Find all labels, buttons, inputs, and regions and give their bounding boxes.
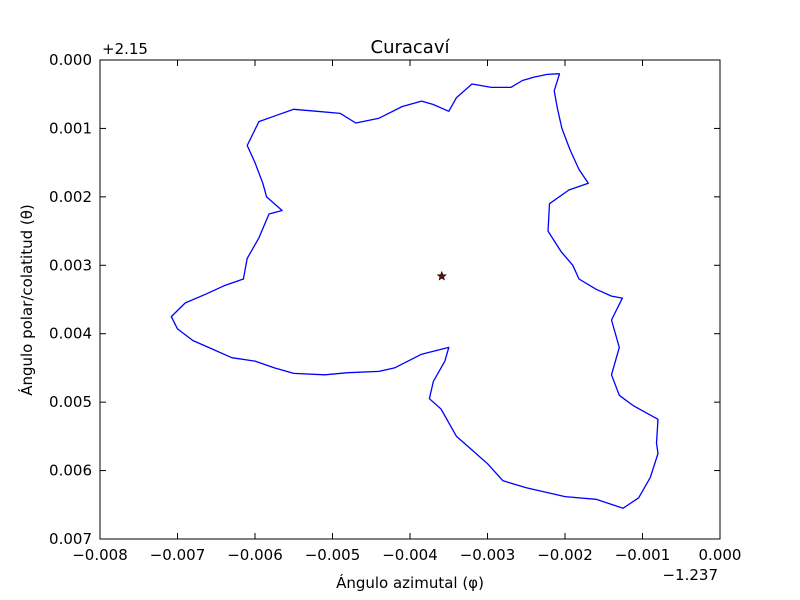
x-tick-label: −0.006 [227, 546, 283, 564]
y-tick-label: 0.001 [49, 119, 92, 137]
x-tick-label: −0.005 [305, 546, 361, 564]
centroid-star-marker [436, 270, 447, 281]
y-offset-label: +2.15 [102, 40, 148, 58]
y-axis-label: Ángulo polar/colatitud (θ) [17, 204, 36, 396]
x-tick-label: −0.008 [72, 546, 128, 564]
y-tick-label: 0.004 [49, 325, 92, 343]
x-tick-label: −0.004 [382, 546, 438, 564]
y-tick-label: 0.005 [49, 393, 92, 411]
plot-data [170, 73, 659, 509]
y-tick-label: 0.002 [49, 188, 92, 206]
x-tick-label: 0.000 [699, 546, 742, 564]
x-tick-label: −0.002 [537, 546, 593, 564]
plot-area [100, 60, 720, 539]
boundary-line [170, 73, 659, 509]
y-tick-label: 0.007 [49, 530, 92, 548]
x-tick-label: −0.007 [150, 546, 206, 564]
y-tick-label: 0.000 [49, 51, 92, 69]
x-axis-label: Ángulo azimutal (φ) [336, 573, 484, 592]
x-offset-label: −1.237 [662, 566, 718, 584]
plot-frame [99, 59, 721, 540]
x-tick-label: −0.001 [615, 546, 671, 564]
chart-title: Curacaví [371, 37, 451, 58]
y-tick-label: 0.003 [49, 256, 92, 274]
y-tick-label: 0.006 [49, 462, 92, 480]
axes: −0.008 −0.007 −0.006 −0.005 −0.004 −0.003 −0.0… [49, 51, 741, 564]
x-tick-label: −0.003 [460, 546, 516, 564]
